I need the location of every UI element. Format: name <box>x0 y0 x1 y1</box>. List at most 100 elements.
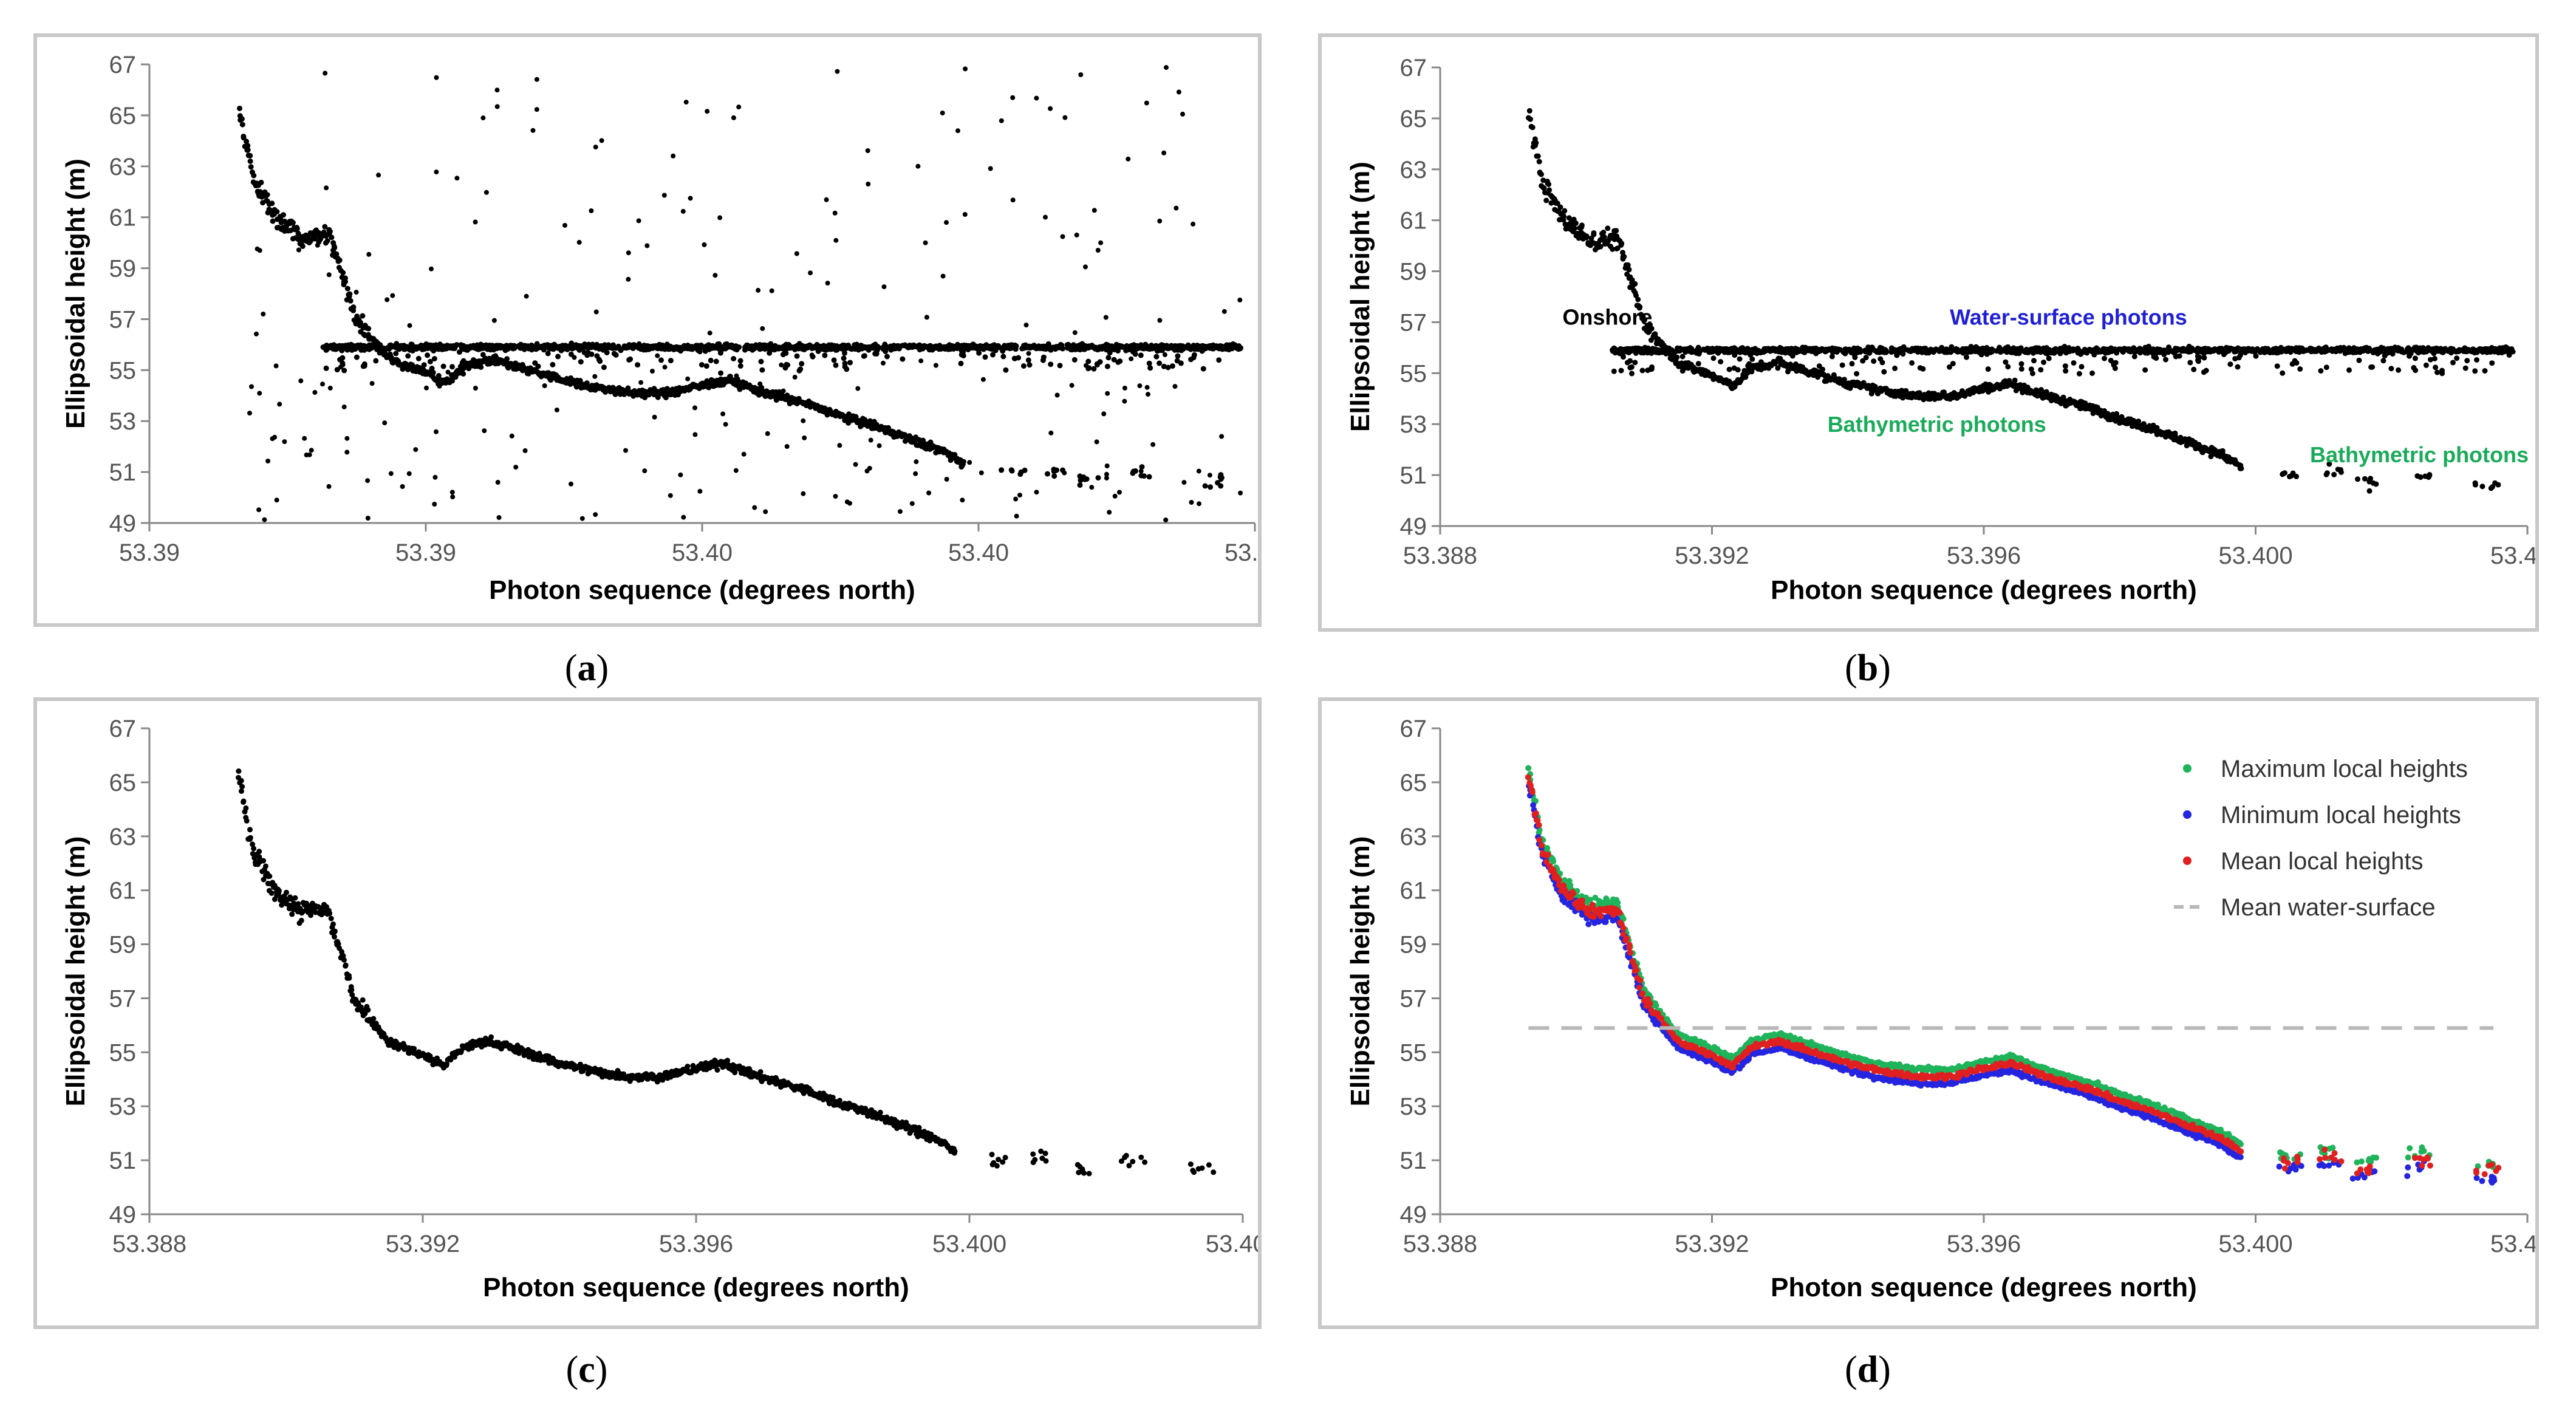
data-point <box>2482 368 2488 374</box>
data-point <box>522 343 528 349</box>
data-point <box>765 431 770 436</box>
data-point <box>1057 363 1063 369</box>
data-point <box>1157 218 1163 224</box>
data-point <box>296 247 301 253</box>
data-point <box>2013 350 2019 357</box>
data-point <box>432 474 438 480</box>
data-point <box>823 347 829 353</box>
data-point <box>323 343 329 349</box>
data-point <box>257 248 262 253</box>
data-point <box>1539 171 1544 177</box>
data-point <box>822 352 828 358</box>
data-point <box>269 200 275 207</box>
data-point <box>1829 354 1835 360</box>
data-point <box>406 471 412 476</box>
data-point <box>1654 347 1659 353</box>
data-point <box>611 350 617 357</box>
data-point <box>960 349 966 355</box>
data-point <box>638 380 644 385</box>
data-point <box>1648 326 1655 332</box>
data-point <box>332 245 338 251</box>
y-tick-label: 49 <box>1400 513 1427 540</box>
data-point <box>923 240 928 245</box>
data-point <box>2075 350 2081 356</box>
data-point <box>251 173 257 179</box>
data-point <box>2421 347 2427 353</box>
data-point <box>1095 248 1101 253</box>
data-point <box>661 193 667 198</box>
data-point <box>1180 345 1186 351</box>
data-point <box>759 367 765 373</box>
data-point <box>573 344 579 350</box>
data-point <box>2434 369 2440 375</box>
data-point <box>2018 366 2024 372</box>
data-point <box>642 395 648 400</box>
data-point <box>999 118 1004 123</box>
data-point <box>1614 245 1621 251</box>
data-point <box>1126 346 1132 352</box>
data-point <box>1200 366 1206 372</box>
data-point <box>449 490 455 495</box>
data-point <box>1805 347 1811 354</box>
data-point <box>1642 317 1647 323</box>
data-point <box>542 343 548 349</box>
data-point <box>415 355 422 361</box>
data-point <box>369 381 375 386</box>
data-point <box>1726 366 1732 372</box>
data-point <box>2280 370 2286 376</box>
data-point <box>838 343 844 349</box>
data-point <box>1879 360 1885 366</box>
data-point <box>1129 356 1134 361</box>
data-point <box>866 182 871 186</box>
data-point <box>1027 362 1033 368</box>
data-point <box>244 138 250 145</box>
data-point <box>658 357 664 363</box>
data-point <box>1117 358 1123 364</box>
data-point <box>1775 365 1781 371</box>
data-point <box>491 318 497 323</box>
data-point <box>1601 230 1607 235</box>
data-point <box>354 354 360 360</box>
data-point <box>1005 343 1011 349</box>
data-point <box>909 343 915 349</box>
data-point <box>2201 355 2207 361</box>
data-point <box>1172 384 1178 389</box>
data-point <box>350 307 357 313</box>
data-point <box>960 497 965 503</box>
series-raw-photons-onshore-and-bathymetric- <box>237 105 1225 490</box>
data-point <box>733 468 739 473</box>
data-point <box>1048 430 1054 436</box>
data-point <box>2060 394 2066 400</box>
data-point <box>407 323 412 328</box>
data-point <box>432 502 437 507</box>
data-point <box>323 365 329 371</box>
data-point <box>1849 361 1855 367</box>
data-point <box>1048 361 1054 367</box>
data-point <box>832 210 838 216</box>
data-point <box>2031 358 2037 364</box>
data-point <box>1909 360 1915 366</box>
data-point <box>723 422 728 427</box>
data-point <box>1867 345 1873 351</box>
data-point <box>2323 364 2329 371</box>
x-tick-label: 53.392 <box>1675 542 1749 569</box>
data-point <box>1702 347 1708 353</box>
data-point <box>736 104 742 110</box>
data-point <box>483 190 489 195</box>
data-point <box>1629 277 1635 283</box>
data-point <box>801 418 806 423</box>
data-point <box>784 444 790 449</box>
data-point <box>326 484 332 489</box>
data-point <box>309 448 314 453</box>
data-point <box>705 109 710 114</box>
data-point <box>2454 355 2460 361</box>
data-point <box>1950 361 1956 367</box>
y-tick-label: 49 <box>109 510 137 537</box>
data-point <box>599 344 605 350</box>
data-point <box>606 343 612 349</box>
data-point <box>1115 348 1121 354</box>
data-point <box>265 459 271 463</box>
data-point <box>2003 359 2009 365</box>
data-point <box>298 378 304 383</box>
data-point <box>1852 354 1858 360</box>
